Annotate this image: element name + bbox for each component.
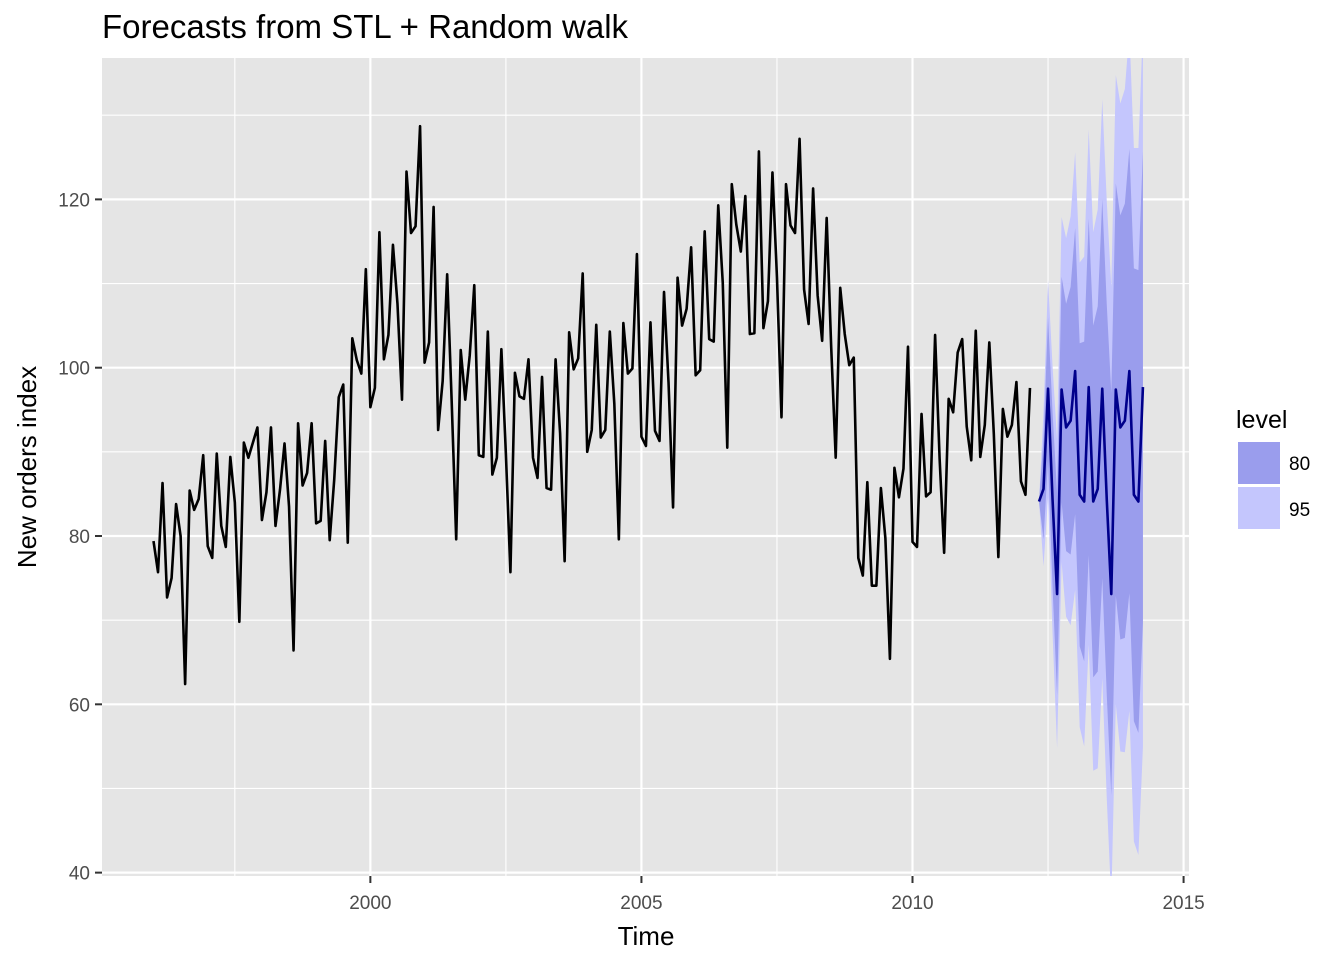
x-tick-label: 2000 — [349, 893, 391, 914]
x-axis-title: Time — [618, 921, 675, 951]
legend-label-95: 95 — [1289, 500, 1310, 521]
chart-title: Forecasts from STL + Random walk — [102, 8, 629, 45]
series-lines — [152, 124, 1145, 686]
y-axis-title: New orders index — [12, 366, 42, 568]
major-gridlines — [102, 58, 1189, 876]
legend-key-95 — [1238, 487, 1280, 529]
legend-label-80: 80 — [1289, 454, 1310, 475]
legend: level 80 95 — [1236, 406, 1310, 529]
x-tick-label: 2005 — [620, 893, 662, 914]
history-line — [152, 124, 1032, 686]
x-tick-label: 2010 — [891, 893, 933, 914]
y-tick-label: 80 — [69, 527, 90, 548]
forecast-line — [1037, 369, 1145, 596]
legend-title: level — [1236, 406, 1287, 434]
y-tick-label: 120 — [58, 190, 90, 211]
x-tick-label: 2015 — [1162, 893, 1204, 914]
y-axis: 40 60 80 100 120 — [58, 190, 102, 885]
y-tick-label: 40 — [69, 864, 90, 885]
x-axis: 2000 2005 2010 2015 — [349, 876, 1205, 914]
y-tick-label: 60 — [69, 695, 90, 716]
y-tick-label: 100 — [58, 359, 90, 380]
legend-key-80 — [1238, 442, 1280, 484]
